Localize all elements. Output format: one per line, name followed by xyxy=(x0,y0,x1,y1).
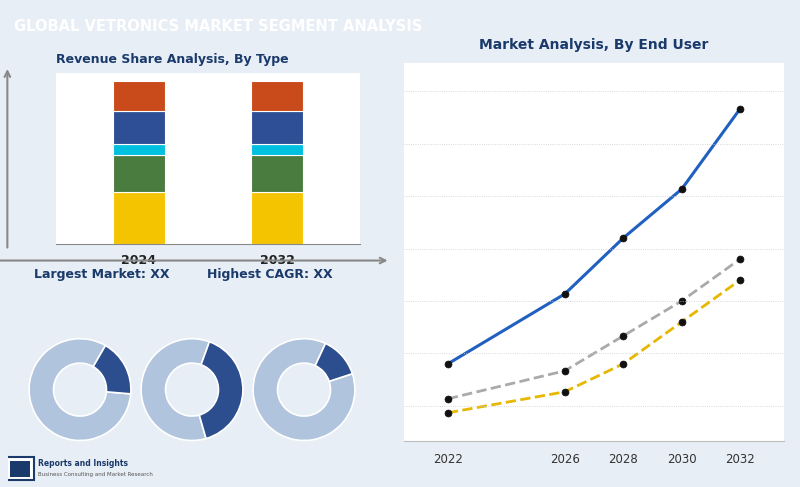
Bar xyxy=(113,144,165,155)
Bar xyxy=(113,81,165,112)
Text: GLOBAL VETRONICS MARKET SEGMENT ANALYSIS: GLOBAL VETRONICS MARKET SEGMENT ANALYSIS xyxy=(14,19,422,34)
FancyBboxPatch shape xyxy=(6,457,34,480)
Bar xyxy=(113,155,165,192)
Bar xyxy=(251,112,303,144)
Wedge shape xyxy=(29,338,130,441)
Title: Market Analysis, By End User: Market Analysis, By End User xyxy=(479,38,709,53)
Bar xyxy=(251,81,303,112)
Wedge shape xyxy=(253,338,355,441)
Bar xyxy=(113,112,165,144)
Text: Revenue Share Analysis, By Type: Revenue Share Analysis, By Type xyxy=(56,54,289,66)
Text: Highest CAGR: XX: Highest CAGR: XX xyxy=(207,268,333,281)
Bar xyxy=(251,192,303,244)
Bar xyxy=(251,144,303,155)
Wedge shape xyxy=(199,342,243,438)
Bar xyxy=(251,155,303,192)
Bar xyxy=(113,192,165,244)
Wedge shape xyxy=(94,345,131,394)
Wedge shape xyxy=(141,338,210,441)
Text: Reports and Insights: Reports and Insights xyxy=(38,459,128,468)
Text: Largest Market: XX: Largest Market: XX xyxy=(34,268,170,281)
Wedge shape xyxy=(315,343,352,381)
FancyBboxPatch shape xyxy=(10,461,30,476)
Text: Business Consulting and Market Research: Business Consulting and Market Research xyxy=(38,472,154,477)
